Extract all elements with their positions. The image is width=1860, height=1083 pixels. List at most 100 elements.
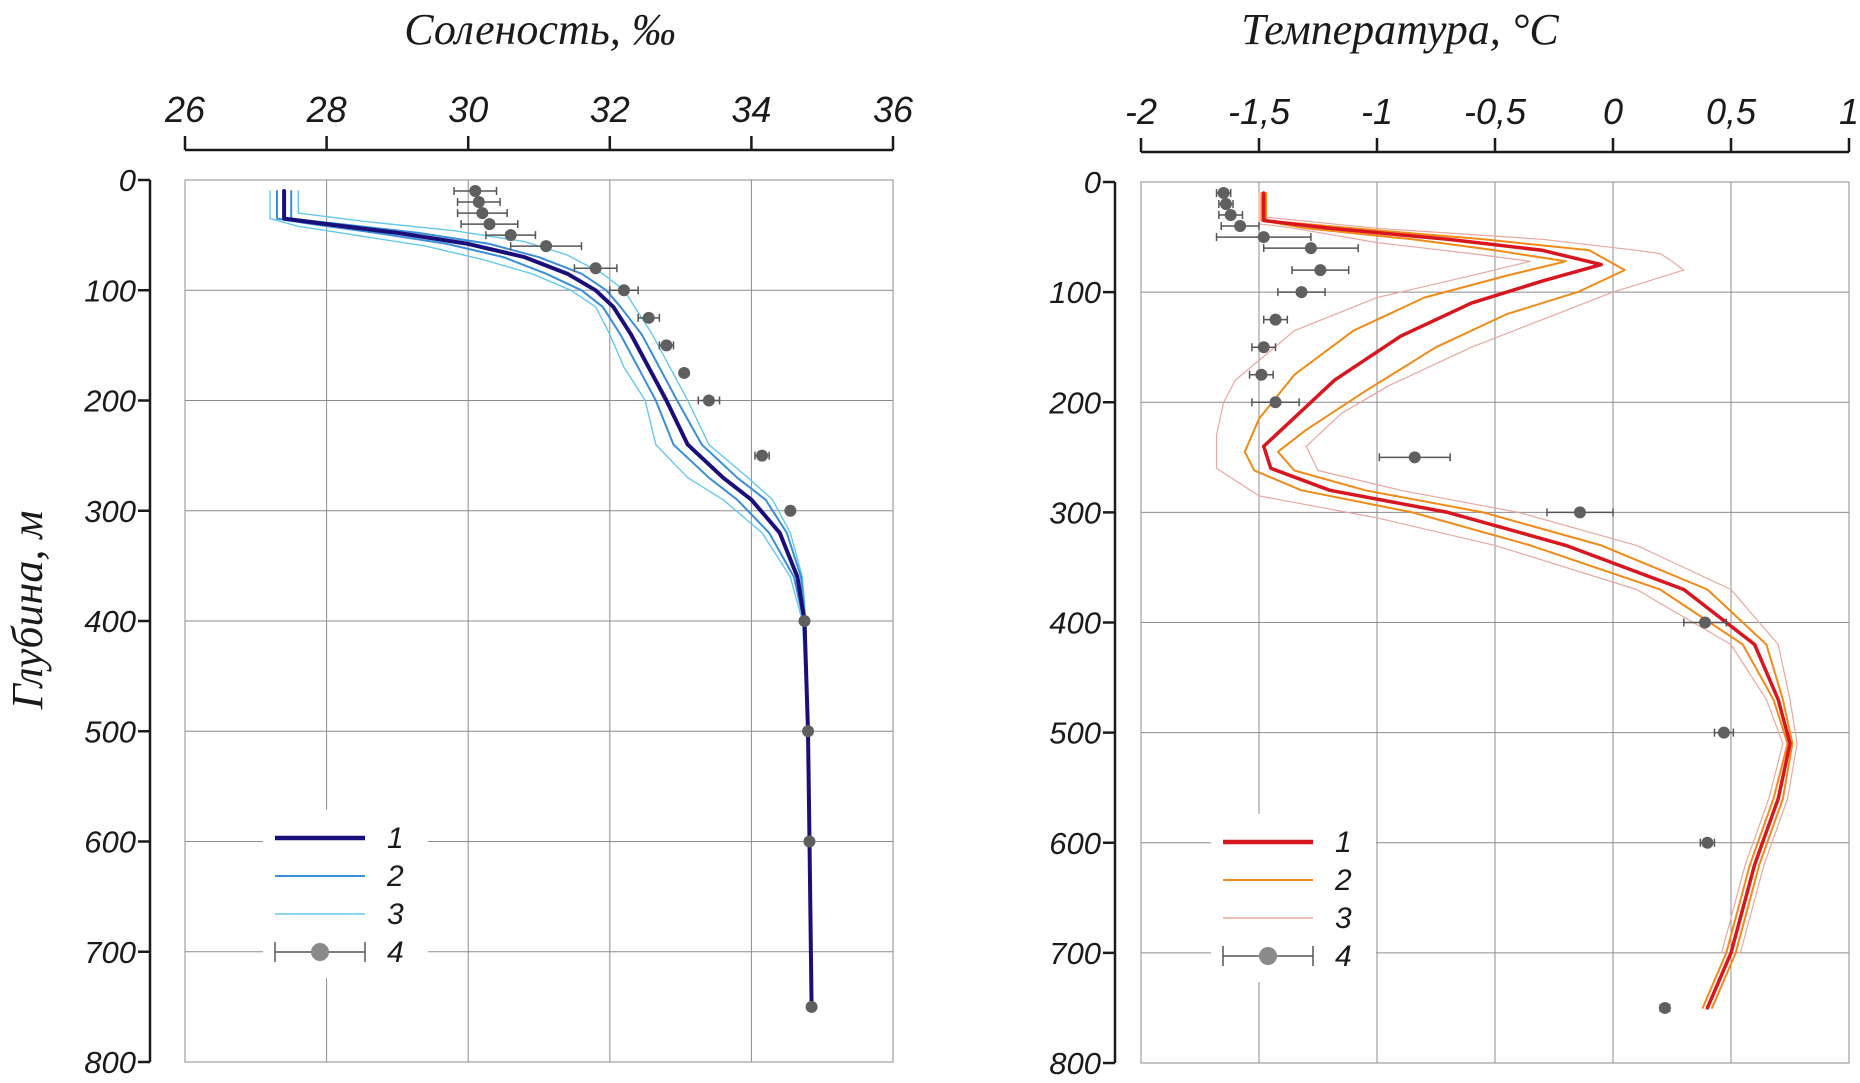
observation-marker [805,1000,818,1013]
observation-point [1251,341,1277,354]
observation-point [678,366,691,379]
series-3-line [1215,192,1784,954]
legend-label-4: 4 [1335,940,1352,973]
observation-marker [617,284,630,297]
observation-marker [1314,264,1327,277]
observation-point [637,311,661,324]
x-tick-label: -2 [1125,91,1157,132]
observation-marker [784,504,797,517]
observation-point [1546,506,1614,519]
observation-marker [1255,368,1268,381]
x-tick-label: 28 [306,89,347,130]
observation-marker [504,229,517,242]
depth-axis-label: Глубина, м [3,511,52,711]
observation-marker [1295,286,1308,299]
y-tick-label: 100 [1049,275,1101,310]
observation-point [1658,1001,1671,1014]
observation-point [573,262,618,275]
temperature-y-ticks: 0 100 200 300 400 500 600 700 800 [1048,165,1117,1081]
y-tick-label: 800 [84,1045,136,1080]
observation-marker [483,218,496,231]
temperature-series [1215,191,1798,1010]
legend-label-2: 2 [1334,864,1352,897]
y-tick-label: 400 [1049,606,1101,641]
observation-point [456,207,508,220]
observation-marker [702,394,715,407]
observation-point [1683,616,1728,629]
salinity-chart-title: Соленость, ‰ [404,5,676,54]
observation-marker [1219,198,1232,211]
observation-point [1262,313,1289,326]
y-tick-label: 300 [84,494,136,529]
legend-label-2: 2 [386,860,404,893]
series-3-line [269,190,813,1008]
y-tick-label: 100 [84,273,136,308]
observation-point [658,339,675,352]
x-tick-label: -0,5 [1464,91,1527,132]
salinity-chart: Соленость, ‰ Глубина, м 26 28 30 32 34 36 010… [3,5,914,1080]
legend-label-1: 1 [1335,826,1352,859]
temperature-legend: 1 2 3 4 [1211,814,1376,982]
observation-marker [1224,209,1237,222]
observation-point [1215,187,1232,200]
salinity-legend: 1 2 3 4 [263,810,428,978]
observation-point [798,615,811,627]
observation-marker [476,207,489,220]
y-tick-label: 200 [83,384,136,419]
observation-marker [803,835,816,848]
legend-label-1: 1 [387,822,404,855]
y-tick-label: 800 [1049,1046,1101,1081]
legend-label-3: 3 [1335,902,1352,935]
legend-label-3: 3 [387,898,404,931]
x-tick-label: -1 [1361,91,1393,132]
temperature-x-ticks: -2 -1,5 -1 -0,5 0 0,5 1 [1125,91,1859,154]
observation-marker [469,185,482,198]
observation-point [802,725,815,738]
observation-marker [642,311,655,324]
y-tick-label: 500 [1049,716,1101,751]
observation-marker [798,615,811,627]
observation-marker [1717,726,1730,739]
x-tick-label: 26 [164,89,206,130]
series-2-line [1243,192,1789,1009]
observation-point [803,835,816,848]
observation-marker [756,449,769,462]
observation-marker [1658,1001,1671,1014]
y-tick-label: 500 [84,714,136,749]
observation-point [1218,198,1234,211]
salinity-observations [453,185,818,1013]
observation-marker [1257,341,1270,354]
y-tick-label: 600 [84,825,136,860]
observation-marker [1257,231,1270,244]
series-3-line [1265,192,1798,954]
observation-marker [1269,313,1282,326]
series-1-line [1261,191,1792,1010]
temperature-chart: Температура, °C -2 -1,5 -1 -0,5 0 0,5 1 010020… [1048,5,1859,1081]
observation-point [697,394,721,407]
observation-point [1699,836,1716,849]
y-tick-label: 0 [119,163,136,198]
observation-point [456,196,501,209]
x-tick-label: 0,5 [1706,91,1757,132]
observation-marker [1304,242,1317,255]
observation-marker [1269,396,1282,409]
observation-point [485,229,537,242]
observation-marker [1701,836,1714,849]
observation-point [784,504,797,517]
observation-point [1220,220,1260,233]
observation-marker [1408,451,1421,464]
observation-point [1378,451,1451,464]
x-tick-label: 1 [1839,91,1859,132]
salinity-y-ticks: 0 100 200 300 400 500 600 700 800 [83,163,152,1080]
observation-marker [1573,506,1586,519]
observation-point [1262,242,1359,255]
y-tick-label: 600 [1049,826,1101,861]
observation-point [460,218,519,231]
observation-point [509,240,583,253]
legend-marker [311,943,329,961]
observation-marker [660,339,673,352]
x-tick-label: -1,5 [1228,91,1291,132]
observation-marker [1234,220,1247,233]
observation-point [805,1000,818,1013]
